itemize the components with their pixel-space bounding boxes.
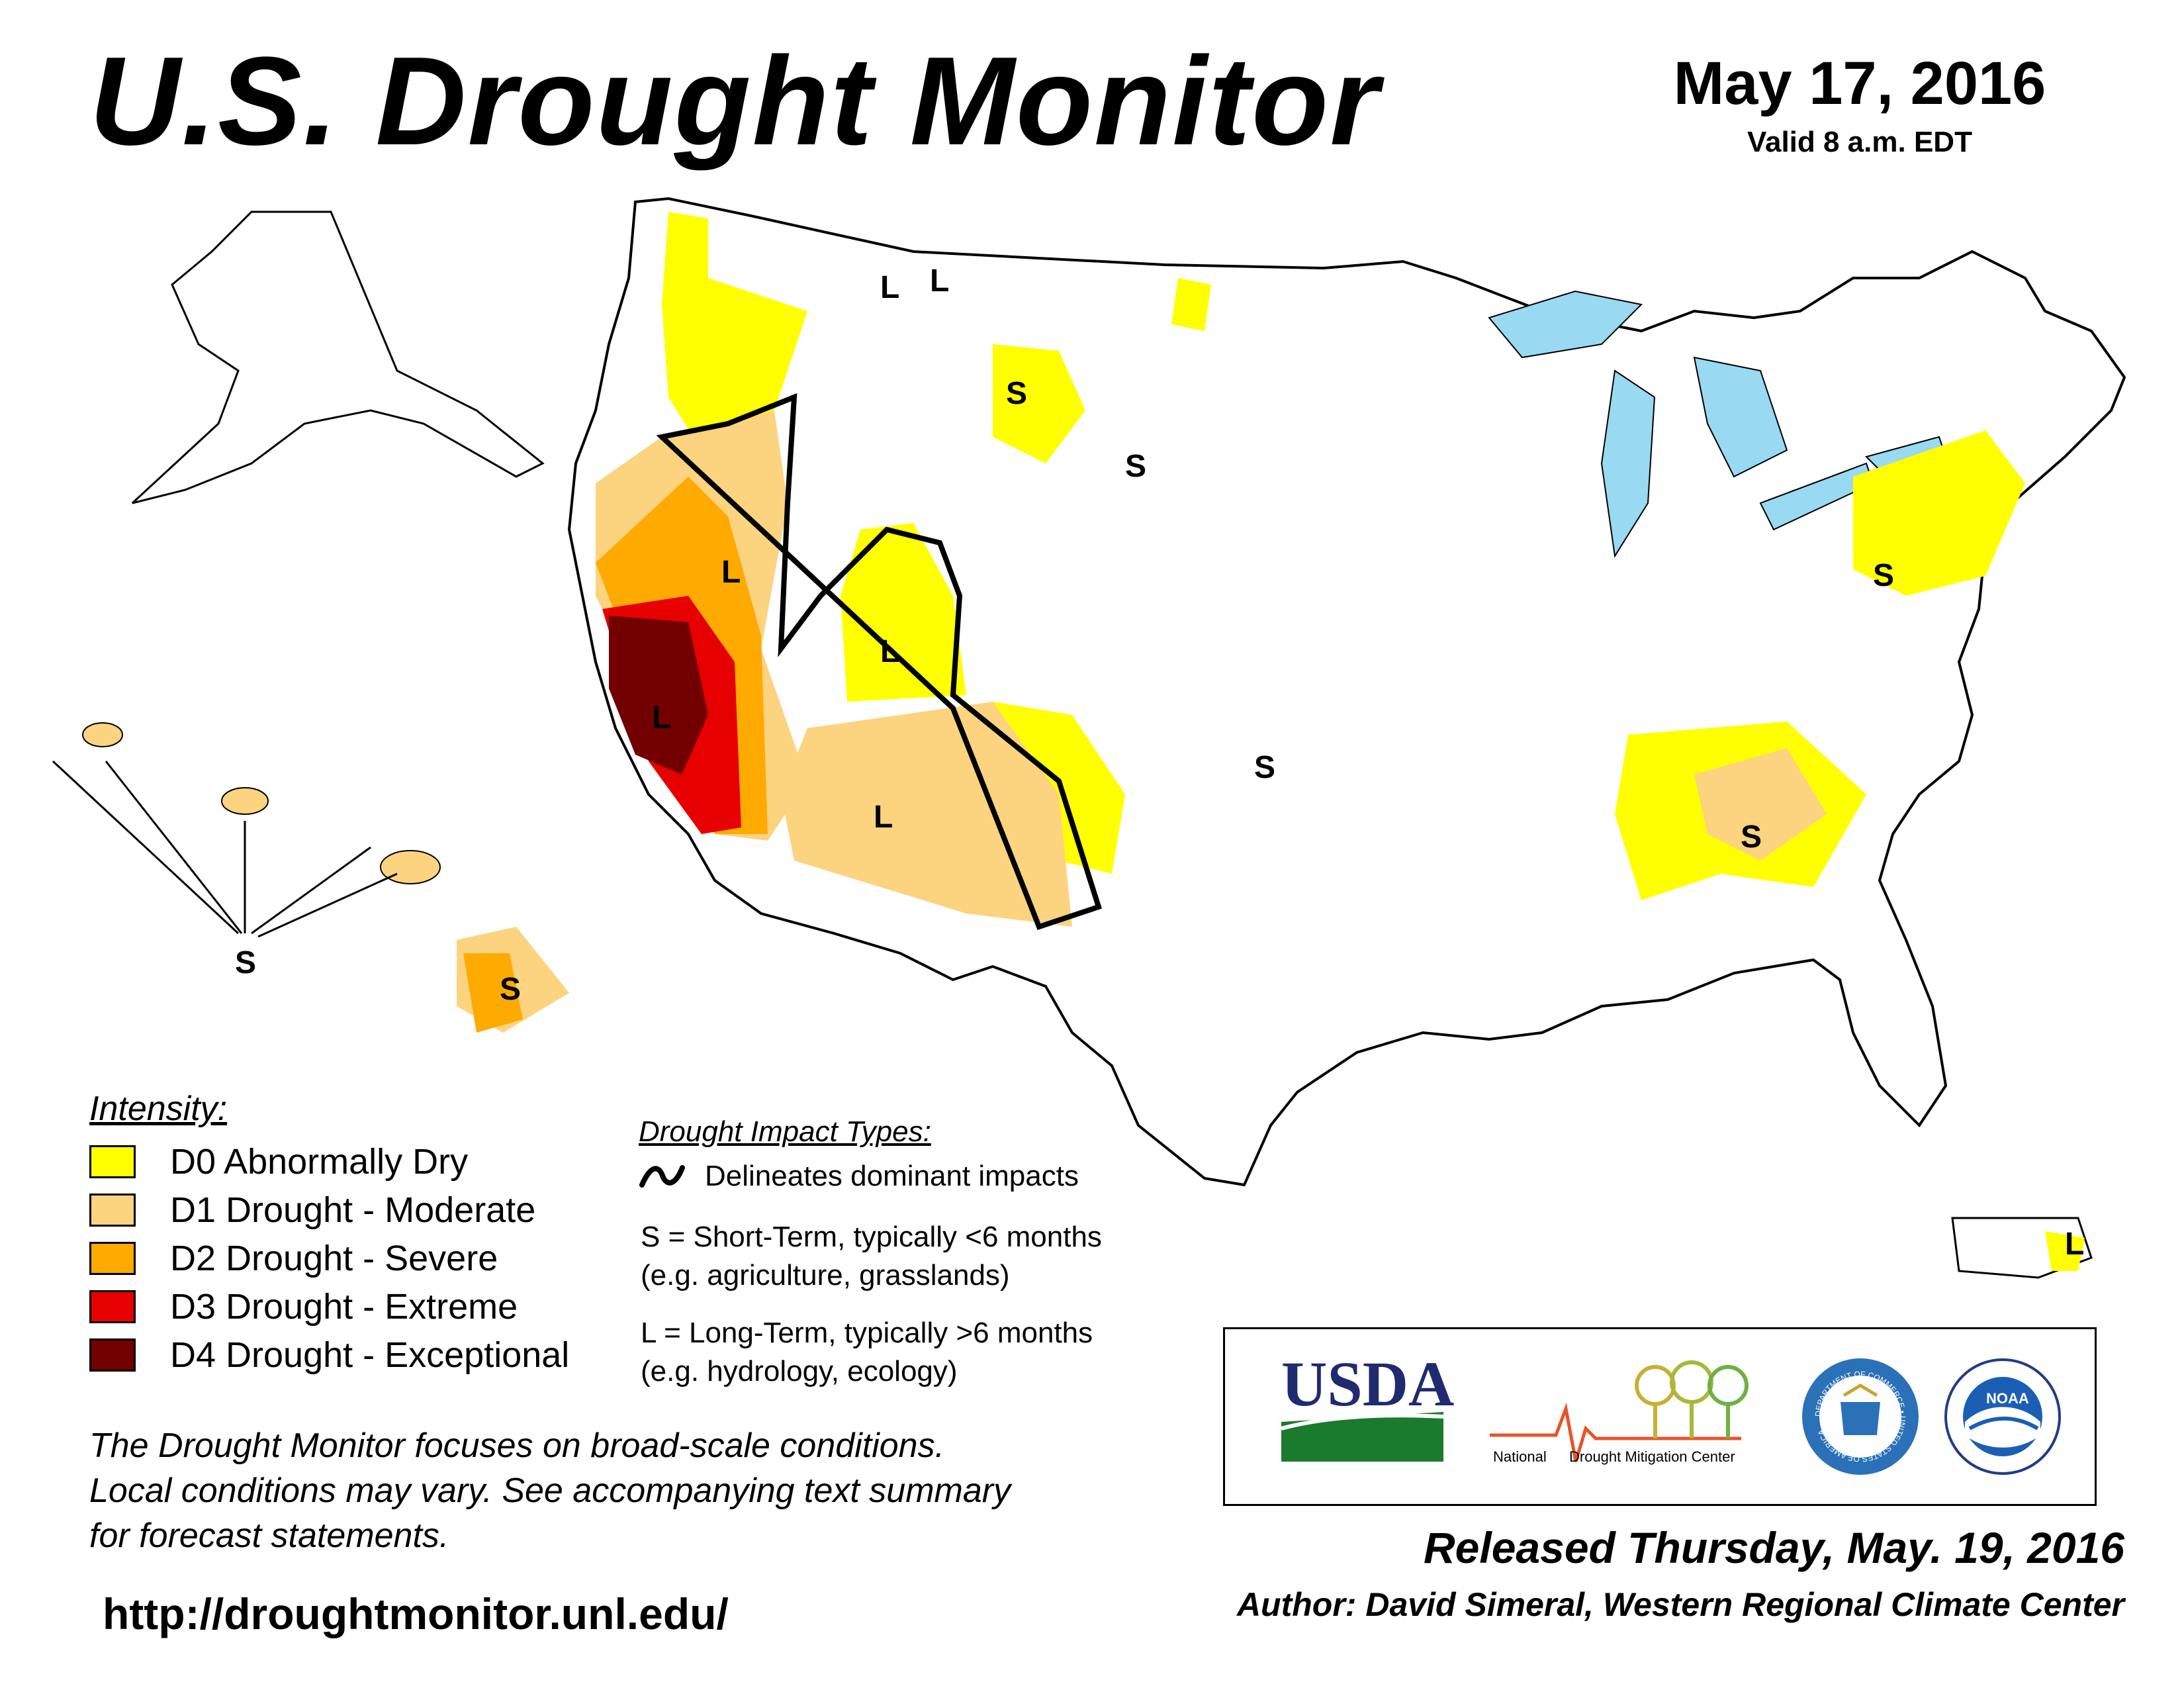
usda-wordmark: USDA — [1281, 1348, 1454, 1419]
disclaimer-line3: for forecast statements. — [89, 1517, 449, 1555]
oahu — [221, 787, 269, 815]
d1-southeast — [1694, 748, 1827, 861]
legend-swatch-d3 — [89, 1290, 136, 1323]
logo-strip: USDA National Drought Mitigation Center — [1281, 1348, 2061, 1475]
lake-michigan — [1600, 369, 1656, 558]
legend-label-d1: D1 Drought - Moderate — [170, 1190, 536, 1230]
d0-north-dakota — [1171, 278, 1211, 331]
maui — [380, 850, 441, 884]
release-date: Released Thursday, May. 19, 2016 — [1424, 1523, 2124, 1572]
legend-item-d2: D2 Drought - Severe — [89, 1239, 498, 1278]
legend-label-d2: D2 Drought - Severe — [170, 1239, 498, 1278]
legend-label-d0: D0 Abnormally Dry — [170, 1142, 469, 1182]
map-date: May 17, 2016 — [1673, 50, 2046, 117]
hawaii-islands — [82, 722, 441, 884]
d2-hawaii — [463, 953, 523, 1033]
website-url[interactable]: http://droughtmonitor.unl.edu/ — [103, 1589, 729, 1638]
lake-huron — [1693, 356, 1788, 478]
partner-logos: USDA National Drought Mitigation Center — [1223, 1327, 2097, 1506]
legend-item-d0: D0 Abnormally Dry — [89, 1142, 468, 1182]
impact-line-label: Delineates dominant impacts — [705, 1160, 1079, 1192]
label-s-pennsylvania: S — [1873, 558, 1894, 593]
d4-california — [609, 616, 708, 774]
legend-swatch-d4 — [89, 1338, 136, 1372]
kauai — [82, 722, 123, 747]
label-l-idaho-1: L — [880, 270, 899, 305]
label-s-hawaii: S — [500, 972, 521, 1007]
legend-item-d3: D3 Drought - Extreme — [89, 1287, 518, 1327]
ndmc-logo: National Drought Mitigation Center — [1490, 1360, 1749, 1465]
lake-superior — [1488, 290, 1643, 359]
disclaimer: The Drought Monitor focuses on broad-sca… — [89, 1423, 1214, 1558]
short-term-line2: (e.g. agriculture, grasslands) — [641, 1259, 1010, 1291]
label-l-idaho-2: L — [930, 263, 949, 299]
label-s-montana-2: S — [1125, 449, 1146, 484]
alaska-outline — [131, 211, 545, 504]
legend-label-d4: D4 Drought - Exceptional — [170, 1335, 570, 1375]
impact-line-legend: Delineates dominant impacts — [639, 1160, 1079, 1193]
conus-outline — [567, 197, 2126, 1187]
d0-pacific-northwest — [662, 212, 807, 450]
label-l-california: L — [652, 700, 671, 735]
label-s-montana-1: S — [1006, 376, 1027, 411]
noaa-logo: NOAA — [1944, 1358, 2061, 1475]
label-s-hawaii-pointer: S — [235, 945, 256, 980]
valid-time: Valid 8 a.m. EDT — [1747, 126, 1972, 158]
commerce-seal: DEPARTMENT OF COMMERCE • UNITED STATES O… — [1802, 1358, 1919, 1475]
label-l-puerto-rico: L — [2065, 1227, 2084, 1262]
usda-logo: USDA — [1281, 1348, 1454, 1462]
legend-label-d3: D3 Drought - Extreme — [170, 1287, 518, 1327]
disclaimer-line1: The Drought Monitor focuses on broad-sca… — [89, 1427, 945, 1465]
hawaii-pointers — [52, 760, 398, 938]
long-term-line1: L = Long-Term, typically >6 months — [641, 1317, 1093, 1349]
noaa-wordmark: NOAA — [1986, 1390, 2029, 1407]
impact-boundary-west — [656, 393, 1102, 930]
impact-labels: S S L L L L L L S S S S S L — [235, 263, 2084, 1262]
disclaimer-line2: Local conditions may vary. See accompany… — [89, 1472, 1011, 1510]
short-term-line1: S = Short-Term, typically <6 months — [641, 1221, 1102, 1253]
long-term-line2: (e.g. hydrology, ecology) — [641, 1355, 958, 1387]
d0-utah — [841, 523, 966, 702]
d0-puerto-rico — [2045, 1231, 2085, 1271]
ndmc-text-part2: Drought Mitigation Center — [1569, 1448, 1735, 1465]
label-l-nevada: L — [721, 555, 741, 590]
d1-arizona — [781, 702, 1072, 927]
impact-line-icon — [639, 1165, 685, 1188]
legend-swatch-d1 — [89, 1194, 136, 1227]
legend-item-d4: D4 Drought - Exceptional — [89, 1335, 569, 1375]
d0-montana — [993, 344, 1085, 463]
map-title: U.S. Drought Monitor — [89, 31, 1381, 171]
author-credit: Author: David Simeral, Western Regional … — [1236, 1586, 2124, 1623]
ndmc-text-part1: National — [1493, 1448, 1547, 1465]
legend-swatch-d0 — [89, 1145, 136, 1178]
label-s-oklahoma: S — [1254, 750, 1275, 785]
label-l-utah: L — [880, 634, 899, 669]
label-l-arizona: L — [874, 800, 893, 835]
d0-northeast — [1853, 430, 2025, 596]
label-s-southeast: S — [1741, 820, 1762, 855]
intensity-heading: Intensity: — [89, 1090, 228, 1128]
legend-item-d1: D1 Drought - Moderate — [89, 1190, 535, 1230]
impact-heading: Drought Impact Types: — [639, 1115, 931, 1148]
d4-areas — [609, 616, 708, 774]
legend-swatch-d2 — [89, 1242, 136, 1275]
